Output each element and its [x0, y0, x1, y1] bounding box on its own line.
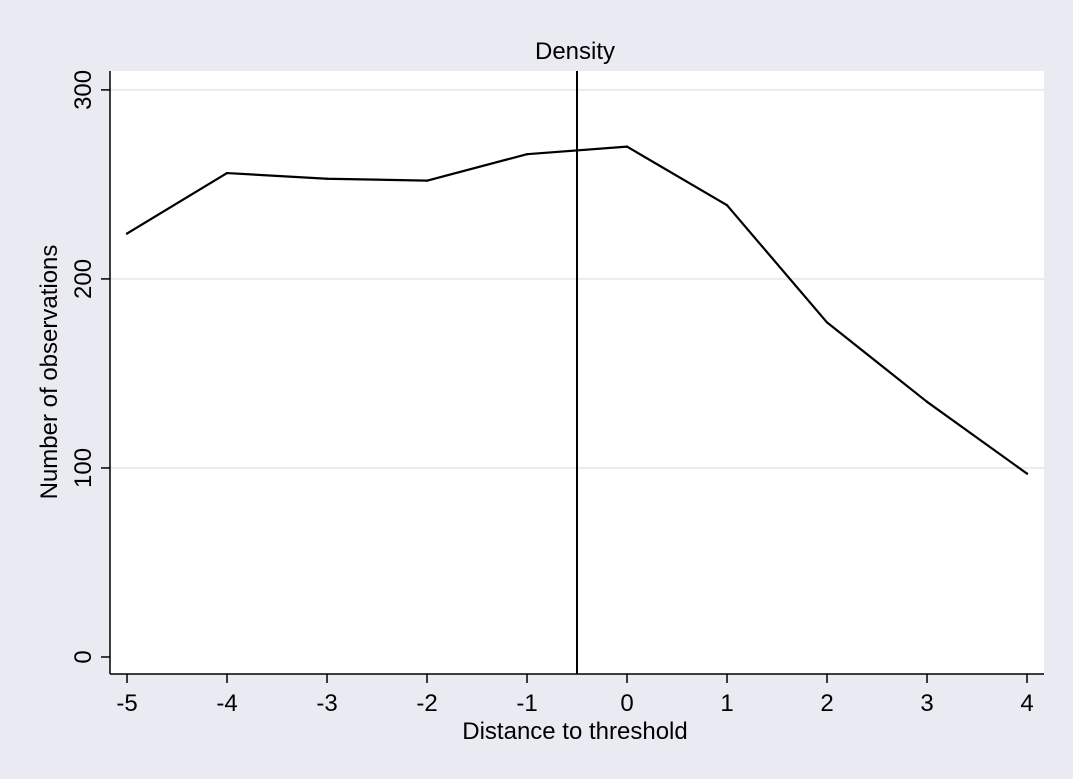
data-point [325, 177, 329, 180]
y-tick-label: 300 [70, 70, 97, 110]
data-point [425, 179, 429, 182]
data-point [125, 232, 129, 235]
data-point [1025, 472, 1029, 475]
x-tick-label: 1 [720, 690, 733, 717]
x-tick-label: -2 [416, 690, 437, 717]
series-line [126, 145, 1028, 475]
ticks-layer: -5 -4 -3 -2 -1 0 1 2 3 4 0 100 200 300 [70, 70, 1034, 717]
data-point [525, 152, 529, 156]
x-tick-label: -4 [216, 690, 237, 717]
x-tick-label: 3 [920, 690, 933, 717]
x-tick-label: -1 [516, 690, 537, 717]
x-tick-label: 4 [1020, 690, 1033, 717]
data-point [625, 145, 629, 148]
y-tick-label: 200 [70, 259, 97, 299]
y-axis-label: Number of observations [36, 245, 63, 500]
y-tick-label: 100 [70, 448, 97, 488]
x-tick-label: -3 [316, 690, 337, 717]
data-point [825, 321, 829, 324]
x-axis-label: Distance to threshold [462, 718, 687, 745]
series-layer [125, 71, 1029, 674]
chart-title: Density [535, 38, 615, 65]
x-tick-label: 0 [620, 690, 633, 717]
x-tick-label: -5 [116, 690, 137, 717]
data-point [925, 400, 929, 403]
x-tick-label: 2 [820, 690, 833, 717]
data-point [725, 204, 729, 207]
data-point [225, 171, 229, 175]
y-tick-label: 0 [70, 650, 97, 663]
